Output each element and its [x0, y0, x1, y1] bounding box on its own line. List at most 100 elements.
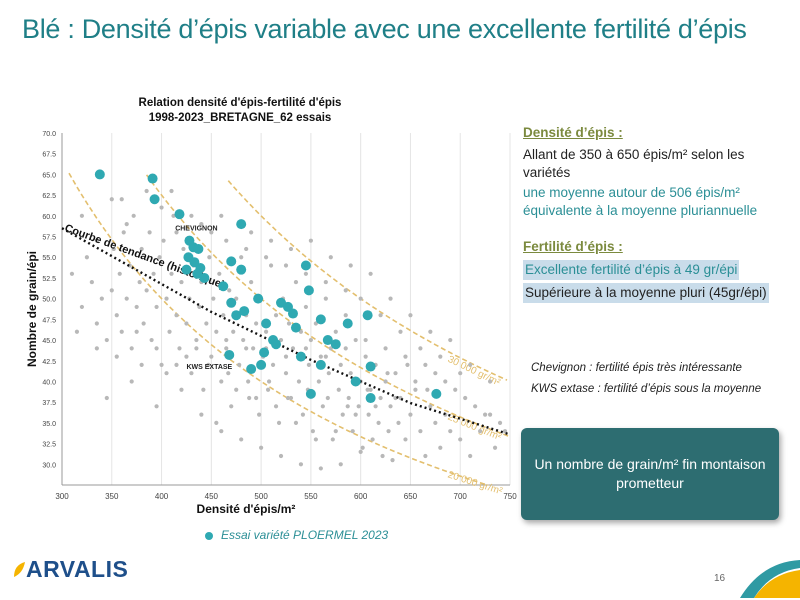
historical-point [114, 313, 119, 318]
historical-point [388, 404, 393, 409]
historical-point [418, 346, 423, 351]
historical-point [308, 337, 313, 343]
historical-point [328, 255, 333, 260]
historical-point [373, 404, 378, 409]
historical-point [268, 263, 274, 268]
historical-point [308, 238, 313, 243]
ploermel-point [174, 209, 185, 220]
historical-point [219, 379, 224, 384]
historical-point [239, 437, 244, 442]
historical-point [263, 255, 269, 260]
historical-point [74, 329, 80, 334]
historical-point [425, 387, 430, 392]
historical-point [151, 271, 156, 276]
historical-point [268, 238, 274, 243]
historical-point [179, 387, 184, 392]
historical-point [121, 230, 126, 235]
historical-point [209, 354, 214, 359]
historical-point [408, 313, 413, 318]
historical-point [94, 238, 99, 243]
historical-point [109, 288, 114, 293]
historical-point [438, 445, 443, 450]
historical-point [353, 337, 358, 343]
historical-point [119, 329, 124, 334]
historical-point [119, 197, 124, 202]
historical-point [348, 371, 353, 376]
historical-point [237, 362, 242, 368]
historical-point [443, 379, 448, 384]
historical-point [167, 329, 172, 334]
historical-point [340, 412, 345, 417]
ploermel-point [256, 359, 267, 370]
chart-subtitle: 1998-2023_BRETAGNE_62 essais [148, 112, 332, 124]
historical-point [363, 354, 368, 359]
historical-point [273, 313, 279, 318]
ploermel-point [246, 364, 257, 375]
historical-point [206, 362, 211, 368]
historical-point [117, 271, 122, 276]
ploermel-point [181, 264, 192, 275]
x-axis-label: Densité d'épis/m² [197, 502, 296, 516]
historical-point [265, 387, 271, 392]
historical-point [343, 288, 348, 293]
historical-point [325, 395, 330, 401]
historical-point [478, 429, 483, 434]
historical-point [139, 246, 144, 252]
historical-point [239, 255, 244, 260]
historical-point [313, 437, 318, 442]
historical-point [378, 313, 383, 318]
historical-point [177, 346, 182, 351]
historical-point [259, 445, 264, 450]
historical-point [378, 395, 383, 401]
historical-point [360, 445, 365, 450]
slide-title: Blé : Densité d’épis variable avec une e… [22, 14, 747, 44]
historical-point [448, 429, 453, 434]
ploermel-point [303, 285, 314, 296]
ploermel-point [365, 393, 376, 404]
historical-point [368, 271, 373, 276]
historical-point [246, 379, 251, 384]
historical-point [413, 387, 418, 392]
y-tick-label: 67.5 [42, 152, 56, 159]
iso-curve [227, 180, 508, 381]
ploermel-point [342, 318, 353, 329]
historical-point [320, 404, 325, 409]
historical-point [418, 429, 423, 434]
historical-point [114, 354, 119, 359]
historical-point [134, 329, 139, 334]
historical-point [448, 337, 453, 343]
historical-point [144, 288, 149, 293]
historical-point [343, 313, 348, 318]
historical-point [356, 404, 361, 409]
historical-point [405, 362, 410, 368]
historical-point [214, 329, 219, 334]
historical-point [303, 304, 309, 310]
historical-point [428, 329, 433, 334]
historical-point [224, 238, 229, 243]
historical-point [174, 230, 179, 235]
historical-point [358, 449, 363, 454]
historical-point [368, 387, 373, 392]
historical-point [386, 429, 391, 434]
historical-point [338, 462, 343, 467]
historical-point [159, 205, 164, 210]
historical-point [174, 362, 179, 368]
ploermel-point [350, 376, 361, 387]
historical-point [109, 197, 114, 202]
historical-point [254, 321, 259, 326]
historical-point [159, 362, 164, 368]
historical-point [290, 346, 296, 351]
x-tick-label: 750 [503, 492, 517, 501]
historical-point [285, 395, 291, 401]
ploermel-point [259, 347, 270, 358]
historical-point [423, 362, 428, 368]
ploermel-point [224, 349, 235, 360]
historical-point [179, 279, 184, 285]
chart-legend: Essai variété PLOERMEL 2023 [205, 528, 388, 542]
historical-point [303, 346, 309, 351]
ploermel-point [315, 314, 326, 325]
y-axis-label: Nombre de grain/épi [25, 251, 39, 367]
historical-point [310, 429, 315, 434]
y-tick-label: 37.5 [42, 400, 56, 407]
historical-point [227, 288, 232, 293]
